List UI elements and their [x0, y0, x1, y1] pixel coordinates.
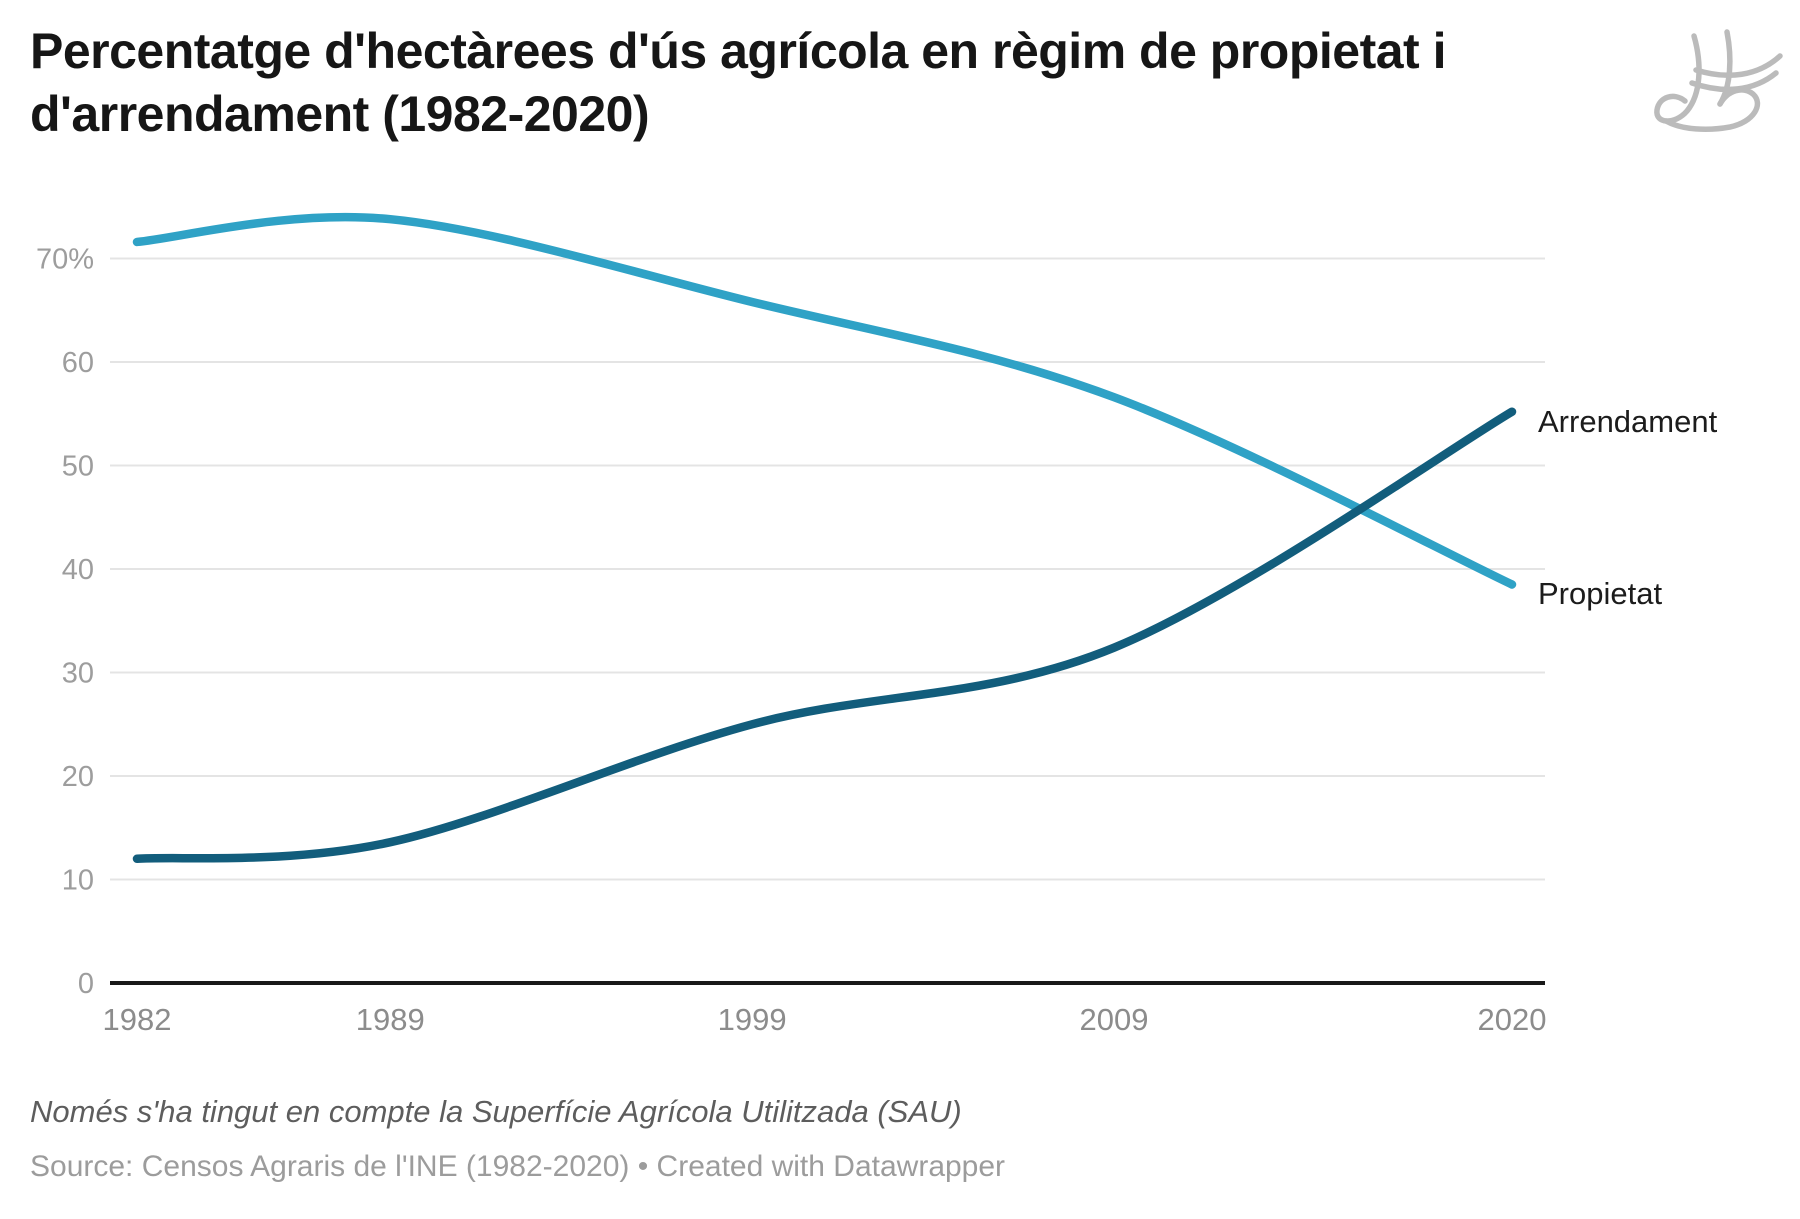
- series-label-arrendament: Arrendament: [1538, 404, 1718, 439]
- y-tick-label: 70%: [36, 244, 94, 276]
- brand-watermark-logo: [1654, 29, 1783, 132]
- series-lines: [132, 212, 1517, 864]
- x-tick-label: 2020: [1478, 1002, 1547, 1037]
- series-label-propietat: Propietat: [1538, 576, 1662, 611]
- series-line-arrendament: [132, 407, 1517, 864]
- y-tick-label: 10: [62, 865, 94, 897]
- x-tick-label: 1982: [103, 1002, 172, 1037]
- horizontal-gridlines: [110, 257, 1545, 985]
- y-tick-label: 30: [62, 658, 94, 690]
- chart-title-line-1: Percentatge d'hectàrees d'ús agrícola en…: [30, 23, 1446, 79]
- y-tick-label: 40: [62, 554, 94, 586]
- y-tick-label: 0: [78, 968, 94, 1000]
- chart-title-line-2: d'arrendament (1982-2020): [30, 86, 650, 142]
- x-tick-label: 1999: [718, 1002, 787, 1037]
- x-tick-label: 1989: [356, 1002, 425, 1037]
- watermark-swash-upper: [1693, 53, 1783, 78]
- y-axis-tick-labels: 0 10 20 30 40 50 60 70%: [36, 244, 94, 1001]
- y-tick-label: 20: [62, 761, 94, 793]
- chart-footnote: Només s'ha tingut en compte la Superfíci…: [30, 1094, 962, 1129]
- x-tick-label: 2009: [1079, 1002, 1148, 1037]
- y-tick-label: 60: [62, 347, 94, 379]
- y-tick-label: 50: [62, 451, 94, 483]
- series-line-propietat: [132, 212, 1517, 589]
- x-axis-tick-labels: 1982 1989 1999 2009 2020: [103, 1002, 1547, 1037]
- chart-source: Source: Censos Agraris de l'INE (1982-20…: [30, 1150, 1006, 1183]
- chart-title: Percentatge d'hectàrees d'ús agrícola en…: [30, 20, 1670, 146]
- watermark-swash-lower: [1689, 70, 1779, 93]
